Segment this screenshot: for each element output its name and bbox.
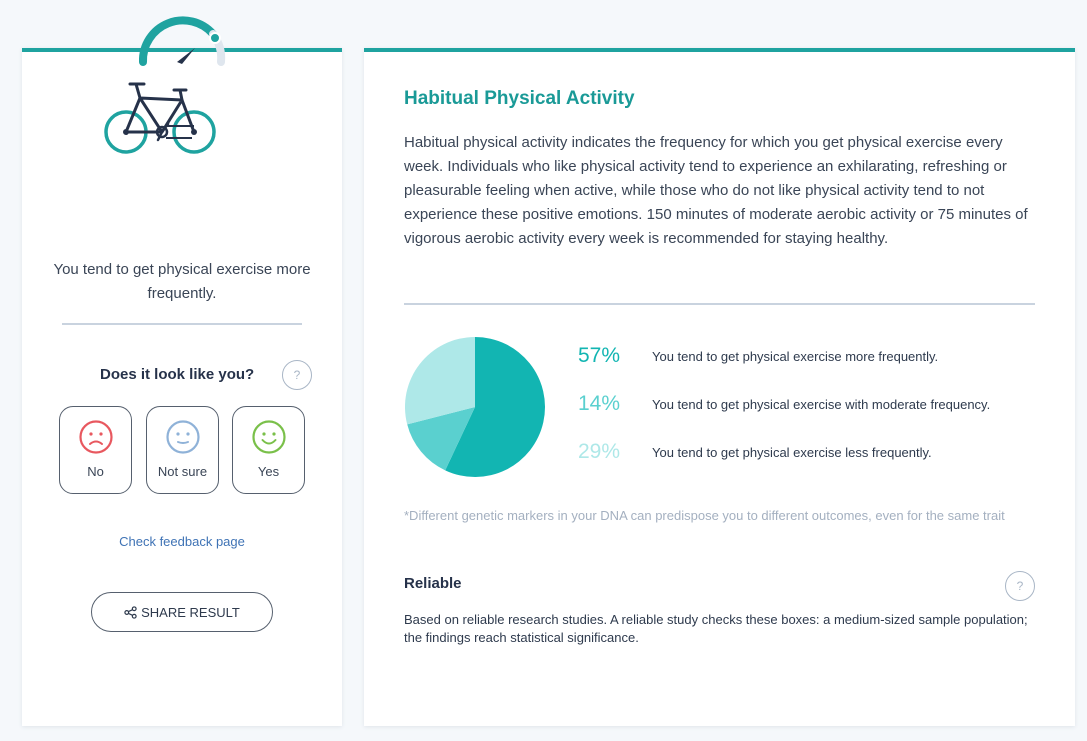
reliability-description: Based on reliable research studies. A re… — [404, 612, 1028, 645]
outcome-row: 14% You tend to get physical exercise wi… — [578, 392, 990, 416]
outcome-pie-chart — [405, 337, 545, 477]
trait-description: Habitual physical activity indicates the… — [404, 134, 1028, 247]
result-summary-text: You tend to get physical exercise more f… — [53, 261, 311, 302]
genetic-disclaimer: *Different genetic markers in your DNA c… — [404, 508, 1005, 523]
outcome-label: You tend to get physical exercise more f… — [652, 348, 939, 364]
feedback-label: Yes — [257, 464, 280, 479]
pie-slice-1 — [407, 407, 475, 471]
pie-slice-0 — [445, 337, 545, 477]
outcome-label: You tend to get physical exercise less f… — [652, 444, 932, 460]
feedback-no-button[interactable]: No — [59, 406, 132, 494]
feedback-label: No — [87, 464, 104, 479]
pie-slice-2 — [405, 337, 475, 425]
reliability-title: Reliable — [404, 575, 462, 592]
reliability-help-button[interactable]: ? — [1005, 571, 1035, 601]
bicycle-icon — [104, 82, 216, 154]
divider — [404, 303, 1035, 305]
help-icon: ? — [293, 368, 301, 382]
check-feedback-link[interactable]: Check feedback page — [119, 534, 245, 549]
feedback-yes-button[interactable]: Yes — [232, 406, 305, 494]
trait-detail-card: Habitual Physical Activity Habitual phys… — [364, 48, 1075, 726]
gauge-icon — [138, 16, 226, 66]
sad-face-icon — [78, 420, 113, 454]
share-result-button[interactable]: SHARE RESULT — [91, 592, 273, 632]
outcome-label: You tend to get physical exercise with m… — [652, 396, 991, 412]
neutral-face-icon — [165, 420, 200, 454]
share-icon — [124, 605, 137, 619]
share-result-label: SHARE RESULT — [141, 604, 240, 620]
feedback-question: Does it look like you? — [100, 366, 255, 383]
feedback-help-button[interactable]: ? — [282, 360, 312, 390]
help-icon: ? — [1016, 579, 1024, 593]
outcome-percent: 14% — [578, 392, 621, 415]
feedback-label: Not sure — [157, 464, 208, 479]
outcome-percent: 57% — [578, 344, 621, 367]
outcome-row: 29% You tend to get physical exercise le… — [578, 440, 932, 464]
outcome-percent: 29% — [578, 440, 621, 463]
feedback-not-sure-button[interactable]: Not sure — [146, 406, 219, 494]
divider — [62, 323, 302, 325]
trait-title: Habitual Physical Activity — [404, 88, 635, 109]
result-summary-card: You tend to get physical exercise more f… — [22, 48, 342, 726]
outcome-row: 57% You tend to get physical exercise mo… — [578, 344, 938, 368]
happy-face-icon — [251, 420, 286, 454]
